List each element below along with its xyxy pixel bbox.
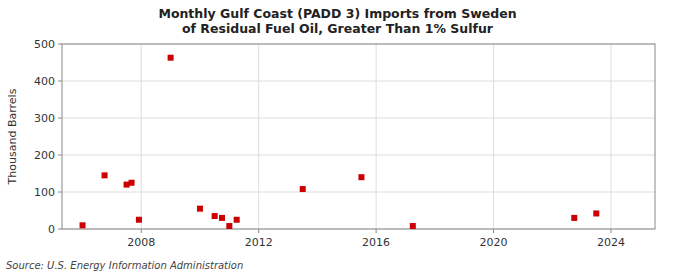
x-grid-line: [376, 44, 377, 229]
y-tick: [58, 229, 62, 230]
y-tick: [58, 118, 62, 119]
y-tick: [58, 155, 62, 156]
x-grid-line: [258, 44, 259, 229]
y-tick: [58, 192, 62, 193]
y-tick-label: 400: [34, 75, 55, 88]
point: [136, 217, 142, 223]
x-tick: [376, 229, 377, 233]
point: [300, 186, 306, 192]
point: [410, 223, 416, 229]
point: [80, 222, 86, 228]
point: [197, 206, 203, 212]
x-tick-label: 2020: [480, 236, 508, 249]
point: [593, 210, 599, 216]
point: [571, 215, 577, 221]
x-tick: [258, 229, 259, 233]
y-tick: [58, 44, 62, 45]
title-group: Monthly Gulf Coast (PADD 3) Imports from…: [158, 6, 516, 36]
y-grid-line: [62, 81, 655, 82]
point: [102, 172, 108, 178]
grid: [62, 44, 655, 229]
point: [226, 223, 232, 229]
x-grid-line: [141, 44, 142, 229]
x-tick-label: 2012: [245, 236, 273, 249]
x-grid-line: [610, 44, 611, 229]
y-grid-line: [62, 155, 655, 156]
x-grid-line: [493, 44, 494, 229]
x-tick: [141, 229, 142, 233]
point: [234, 217, 240, 223]
y-axis-label: Thousand Barrels: [6, 88, 19, 185]
chart-container: Monthly Gulf Coast (PADD 3) Imports from…: [0, 0, 675, 275]
title: Monthly Gulf Coast (PADD 3) Imports from…: [158, 6, 516, 36]
y-tick-label: 200: [34, 149, 55, 162]
point: [168, 55, 174, 61]
point: [358, 174, 364, 180]
chart-svg: Monthly Gulf Coast (PADD 3) Imports from…: [0, 0, 675, 275]
y-tick-label: 100: [34, 186, 55, 199]
y-grid-line: [62, 192, 655, 193]
x-tick-label: 2016: [362, 236, 390, 249]
plot-area: [62, 44, 655, 229]
y-tick-label: 500: [34, 38, 55, 51]
y-tick: [58, 81, 62, 82]
source-note: Source: U.S. Energy Information Administ…: [6, 260, 243, 271]
plot-frame: [62, 44, 655, 229]
y-tick-label: 0: [48, 223, 55, 236]
y-grid-line: [62, 118, 655, 119]
x-tick: [493, 229, 494, 233]
x-tick-label: 2008: [127, 236, 155, 249]
y-tick-label: 300: [34, 112, 55, 125]
axes: 0 100 200 300 400 500 2008 2012 2016 2020 2024: [34, 38, 625, 249]
point: [219, 215, 225, 221]
x-tick-label: 2024: [597, 236, 625, 249]
x-tick: [610, 229, 611, 233]
points: [80, 55, 600, 229]
point: [129, 180, 135, 186]
point: [212, 213, 218, 219]
